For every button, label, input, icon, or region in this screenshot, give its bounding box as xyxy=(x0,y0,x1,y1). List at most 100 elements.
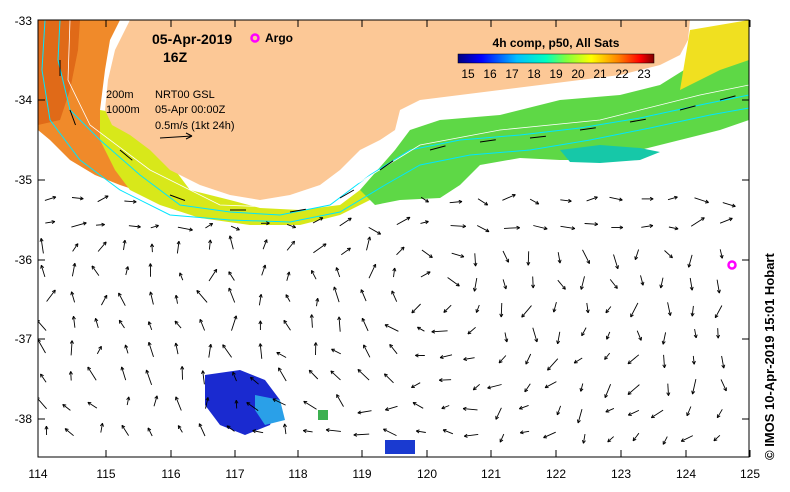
coastal-current-arrow xyxy=(429,145,446,151)
coastal-current-arrow xyxy=(169,194,186,201)
current-arrow-head xyxy=(552,308,557,313)
current-arrow-head xyxy=(176,240,181,245)
current-arrow-head xyxy=(174,294,179,299)
current-arrow-head xyxy=(484,201,489,206)
coastal-current-arrow xyxy=(719,95,736,101)
current-arrow-head xyxy=(425,198,429,203)
current-arrow-head xyxy=(266,221,270,226)
current-arrow-head xyxy=(504,338,509,343)
current-arrow-head xyxy=(246,402,251,406)
current-arrow-head xyxy=(40,373,44,378)
current-arrow xyxy=(360,289,367,302)
current-arrow-head xyxy=(150,243,155,248)
current-arrow-head xyxy=(680,438,685,442)
current-arrow xyxy=(580,276,585,290)
current-arrow xyxy=(308,369,319,380)
current-arrow-head xyxy=(556,340,561,345)
current-arrow-head xyxy=(313,342,318,346)
current-arrow xyxy=(525,353,532,365)
current-arrow xyxy=(175,342,179,355)
current-arrow-head xyxy=(594,222,599,227)
current-arrow-head xyxy=(147,321,152,326)
current-arrow-head xyxy=(98,345,102,350)
current-arrow-head xyxy=(668,254,673,259)
current-arrow xyxy=(717,328,719,339)
current-arrow-head xyxy=(400,246,405,251)
current-arrow-head xyxy=(357,410,362,415)
current-arrow-head xyxy=(686,412,690,417)
current-arrow-head xyxy=(619,225,624,230)
current-arrow xyxy=(231,315,237,331)
current-arrow-head xyxy=(463,433,468,438)
current-arrow-head xyxy=(535,200,540,205)
current-arrow-head xyxy=(495,415,499,420)
current-arrow-head xyxy=(330,370,335,375)
current-arrow-head xyxy=(383,373,388,378)
current-arrow xyxy=(252,430,264,434)
current-arrow-head xyxy=(534,338,539,343)
current-arrow xyxy=(40,265,46,278)
colorbar-tick: 19 xyxy=(549,67,563,81)
current-arrow xyxy=(668,226,679,230)
current-arrow-head xyxy=(68,371,73,375)
coastal-current-arrow xyxy=(69,109,76,126)
colorbar-tick: 22 xyxy=(615,67,629,81)
current-arrow-head xyxy=(467,330,472,335)
current-arrow xyxy=(520,430,530,434)
current-arrow xyxy=(439,354,453,359)
current-arrow-head xyxy=(614,285,618,289)
current-arrow-head xyxy=(154,395,159,400)
current-arrow-head xyxy=(721,364,726,369)
current-arrow xyxy=(208,268,218,282)
lon-label: 114 xyxy=(28,467,47,481)
current-arrow xyxy=(628,409,640,416)
lon-label: 121 xyxy=(481,467,501,481)
current-arrow xyxy=(722,202,736,207)
current-arrow xyxy=(384,324,399,332)
current-arrow-head xyxy=(51,220,56,224)
current-arrow-head xyxy=(594,196,598,201)
current-arrow xyxy=(311,270,317,280)
current-arrow xyxy=(389,344,398,355)
current-arrow xyxy=(667,383,669,396)
axis-ticks xyxy=(37,19,751,457)
current-arrow-head xyxy=(714,314,719,319)
current-arrow xyxy=(284,423,287,435)
current-arrow xyxy=(431,330,448,333)
current-arrow-head xyxy=(145,369,150,374)
current-arrow xyxy=(228,271,235,281)
current-arrow xyxy=(230,225,240,231)
current-arrow xyxy=(412,402,424,409)
current-arrow-head xyxy=(357,368,362,373)
current-arrow xyxy=(586,196,598,202)
land-australia xyxy=(105,20,690,200)
current-arrow-head xyxy=(258,294,263,298)
current-arrow xyxy=(503,227,520,229)
current-arrow xyxy=(586,302,589,313)
current-arrow-head xyxy=(392,267,397,272)
current-arrow-head xyxy=(521,313,526,318)
current-arrow xyxy=(331,348,342,355)
current-arrow-head xyxy=(487,385,492,390)
current-arrow xyxy=(95,224,105,226)
current-arrow-head xyxy=(662,364,667,369)
current-arrow xyxy=(258,294,262,306)
coastal-current-arrow xyxy=(629,118,646,123)
current-arrow-head xyxy=(586,260,590,264)
current-arrow xyxy=(467,326,476,335)
current-arrow xyxy=(719,217,733,224)
current-arrow-head xyxy=(576,419,581,424)
current-arrow-head xyxy=(615,265,619,270)
current-arrow xyxy=(246,402,259,411)
current-arrow xyxy=(232,371,237,382)
current-arrow xyxy=(326,429,341,432)
current-arrow-head xyxy=(180,366,185,370)
current-arrow-head xyxy=(249,376,254,381)
current-arrow xyxy=(604,384,612,398)
current-arrow-head xyxy=(723,387,727,392)
current-arrow xyxy=(73,316,76,328)
current-arrow-head xyxy=(235,226,240,231)
current-arrow-head xyxy=(62,403,67,408)
current-arrow-head xyxy=(511,193,516,198)
current-arrow-head xyxy=(689,286,694,291)
